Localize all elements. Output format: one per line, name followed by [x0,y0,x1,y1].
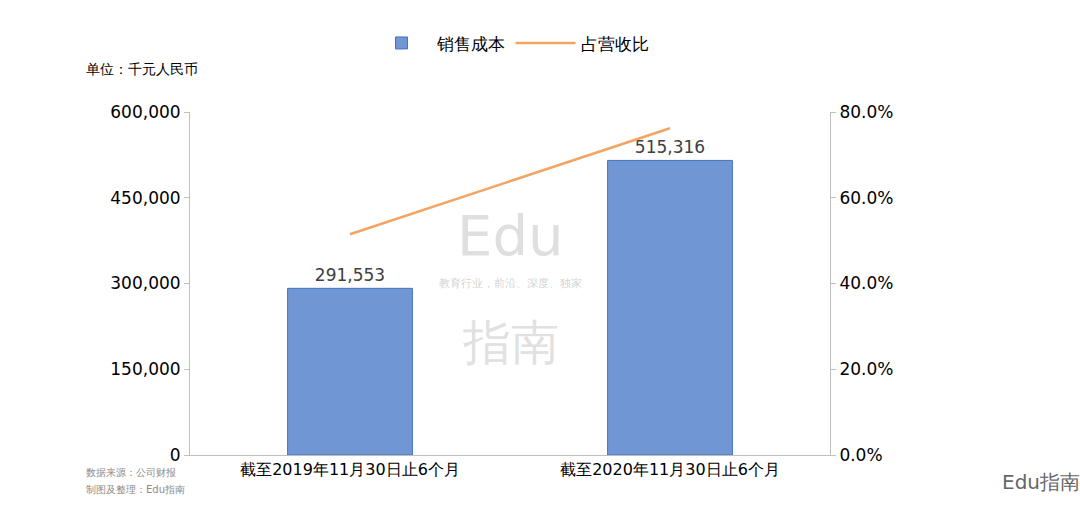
svg-text:0: 0 [170,445,181,465]
svg-text:450,000: 450,000 [110,188,180,208]
svg-text:0.0%: 0.0% [839,445,882,465]
svg-text:80.0%: 80.0% [839,102,893,122]
svg-text:291,553: 291,553 [315,265,385,285]
svg-text:Edu指南: Edu指南 [1002,470,1080,494]
svg-text:单位：千元人民币: 单位：千元人民币 [86,61,198,77]
svg-text:教育行业，前沿、深度、独家: 教育行业，前沿、深度、独家 [439,277,582,290]
svg-text:占营收比: 占营收比 [581,34,649,54]
svg-text:150,000: 150,000 [110,359,180,379]
svg-text:Edu: Edu [457,203,563,268]
svg-text:销售成本: 销售成本 [436,34,505,54]
svg-text:60.0%: 60.0% [839,188,893,208]
svg-text:指南: 指南 [462,314,559,370]
svg-text:20.0%: 20.0% [839,359,893,379]
svg-text:截至2019年11月30日止6个月: 截至2019年11月30日止6个月 [240,460,460,479]
svg-text:制图及整理：Edu指南: 制图及整理：Edu指南 [86,484,185,495]
svg-text:截至2020年11月30日止6个月: 截至2020年11月30日止6个月 [560,460,780,479]
svg-text:数据来源：公司财报: 数据来源：公司财报 [86,467,176,478]
svg-text:600,000: 600,000 [110,102,180,122]
svg-text:515,316: 515,316 [635,137,705,157]
svg-text:40.0%: 40.0% [839,273,893,293]
svg-text:300,000: 300,000 [110,273,180,293]
